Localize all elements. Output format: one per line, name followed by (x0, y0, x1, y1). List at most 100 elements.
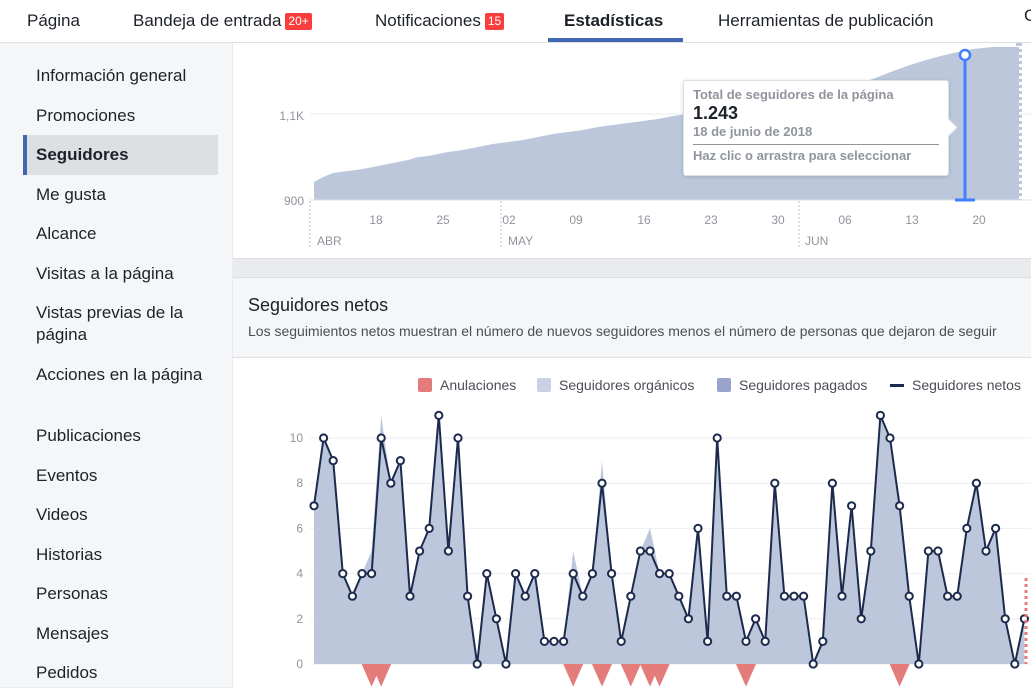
sidebar-item-reach[interactable]: Alcance (36, 224, 97, 243)
x-tick-label: 20 (972, 213, 986, 227)
net-followers-point (520, 591, 530, 601)
tooltip-date: 18 de junio de 2018 (693, 124, 813, 139)
sidebar-item-posts[interactable]: Publicaciones (36, 426, 141, 445)
net-followers-point (904, 591, 914, 601)
net-followers-point (837, 591, 847, 601)
sidebar-item-promotions[interactable]: Promociones (36, 106, 136, 125)
net-followers-point (885, 433, 895, 443)
inbox-count-badge: 20+ (285, 12, 312, 30)
net-followers-point (328, 456, 338, 466)
tab-publishing-tools[interactable]: Herramientas de publicación (718, 0, 933, 42)
net-followers-point (415, 546, 425, 556)
net-followers-point (914, 659, 924, 669)
net-followers-point (453, 433, 463, 443)
net-followers-point (799, 591, 809, 601)
legend-unfollows[interactable]: Anulaciones (418, 377, 516, 393)
legend-label: Anulaciones (440, 377, 517, 393)
legend-label: Seguidores orgánicos (559, 377, 695, 393)
tooltip-hint: Haz clic o arrastra para seleccionar (693, 144, 939, 163)
net-followers-point (357, 569, 367, 579)
net-followers-point (933, 546, 943, 556)
sidebar-item-videos[interactable]: Videos (36, 505, 88, 524)
net-followers-point (847, 501, 857, 511)
sidebar-active-highlight (23, 135, 218, 175)
legend-net[interactable]: Seguidores netos (890, 377, 1021, 393)
y-tick-label: 1,1K (279, 109, 304, 123)
sidebar-item-people[interactable]: Personas (36, 584, 108, 603)
active-tab-indicator (548, 38, 683, 42)
legend-organic[interactable]: Seguidores orgánicos (537, 377, 694, 393)
tab-label: Página (27, 11, 80, 30)
date-selector-handle[interactable] (958, 48, 972, 62)
followers-tooltip: Total de seguidores de la página 1.243 1… (683, 80, 958, 176)
y-tick-label: 4 (296, 567, 303, 581)
y-tick-label: 8 (296, 476, 303, 490)
tab-pagina[interactable]: Página (27, 0, 80, 42)
unfollow-mark (736, 664, 756, 687)
net-followers-point (703, 636, 713, 646)
net-followers-header: Seguidores netos Los seguimientos netos … (233, 278, 1031, 358)
net-followers-point (923, 546, 934, 556)
month-label: MAY (508, 234, 533, 248)
sidebar-item-stories[interactable]: Historias (36, 545, 103, 564)
sidebar-item-events[interactable]: Eventos (36, 466, 98, 485)
net-followers-point (981, 546, 991, 556)
sidebar-item-page-actions[interactable]: Acciones en la página (36, 365, 203, 384)
sidebar-item-page-previews[interactable]: Vistas previas de la página (36, 303, 184, 344)
tab-label: Notificaciones (375, 11, 481, 30)
net-followers-point (338, 569, 348, 579)
tab-cut-off[interactable]: C (1024, 6, 1031, 25)
sidebar-item-followers[interactable]: Seguidores (36, 145, 129, 164)
net-followers-point (434, 410, 444, 421)
tab-notifications[interactable]: Notificaciones 15 (375, 0, 505, 42)
tab-label: Estadísticas (564, 11, 664, 30)
x-tick-label: 09 (569, 213, 583, 227)
y-tick-label: 900 (284, 194, 304, 208)
unfollow-mark (563, 664, 584, 687)
unfollow-mark (592, 664, 612, 687)
x-tick-label: 06 (838, 213, 852, 227)
legend-swatch (537, 378, 551, 392)
net-followers-point (722, 591, 732, 601)
sidebar-item-messages[interactable]: Mensajes (36, 624, 109, 643)
sidebar-item-orders[interactable]: Pedidos (36, 663, 98, 682)
net-followers-point (367, 569, 377, 579)
net-followers-point (559, 636, 569, 646)
net-followers-point (856, 614, 866, 624)
net-followers-point (895, 501, 905, 511)
net-followers-chart[interactable]: 0 2 4 6 8 10 (233, 358, 1031, 688)
net-followers-point (511, 569, 521, 579)
x-tick-label: 13 (905, 213, 919, 227)
net-followers-point (866, 546, 876, 556)
net-followers-point (875, 410, 886, 421)
net-followers-point (971, 478, 982, 488)
net-followers-point (597, 478, 607, 488)
legend-swatch (890, 383, 904, 387)
net-followers-point (962, 523, 972, 533)
net-followers-point (731, 591, 741, 601)
net-followers-point (607, 569, 617, 579)
net-followers-point (482, 569, 492, 579)
tooltip-title: Total de seguidores de la página (693, 87, 894, 102)
tab-inbox[interactable]: Bandeja de entrada 20+ (133, 0, 312, 42)
legend-swatch (717, 378, 731, 392)
net-followers-point (779, 591, 790, 601)
net-followers-point (568, 569, 578, 579)
x-tick-label: 02 (502, 213, 516, 227)
sidebar-item-likes[interactable]: Me gusta (36, 185, 106, 204)
tab-label: Bandeja de entrada (133, 11, 282, 30)
net-followers-point (626, 591, 636, 601)
month-label: JUN (805, 234, 828, 248)
sidebar-item-page-views[interactable]: Visitas a la página (36, 264, 174, 283)
sidebar-item-overview[interactable]: Información general (36, 66, 187, 85)
tab-insights[interactable]: Estadísticas (564, 0, 663, 42)
x-tick-label: 16 (637, 213, 651, 227)
x-tick-label: 23 (704, 213, 718, 227)
net-followers-point (539, 636, 549, 646)
net-followers-point (751, 614, 761, 624)
net-followers-point (386, 478, 396, 488)
net-followers-point (770, 478, 780, 488)
legend-paid[interactable]: Seguidores pagados (717, 377, 867, 393)
net-followers-point (616, 636, 626, 646)
tooltip-value: 1.243 (693, 103, 739, 123)
